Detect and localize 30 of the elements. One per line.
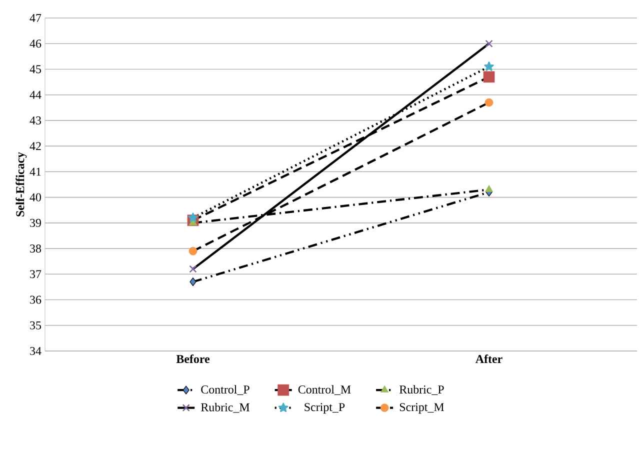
y-tick-label: 40	[30, 193, 42, 202]
legend-label: Rubric_P	[399, 385, 444, 395]
y-axis-title: Self-Efficacy	[16, 152, 27, 216]
point	[484, 98, 494, 107]
legend-label: Script_P	[304, 403, 345, 414]
y-tick-label: 45	[30, 65, 42, 74]
point	[189, 265, 197, 273]
point	[483, 71, 495, 83]
x-tick-label: After	[476, 354, 502, 364]
legend-label: Control_P	[201, 385, 250, 395]
x-tick-label: Before	[176, 354, 210, 364]
point	[484, 62, 494, 71]
y-tick-label: 38	[30, 244, 42, 253]
legend-label: Control_M	[298, 385, 351, 395]
y-tick-label: 43	[30, 116, 42, 124]
y-tick-label: 35	[30, 321, 42, 330]
y-tick-label: 37	[30, 270, 42, 278]
y-tick-label: 44	[30, 90, 42, 99]
y-tick-label: 36	[30, 296, 42, 304]
y-tick-label: 47	[30, 14, 42, 22]
y-tick-label: 42	[30, 142, 41, 150]
y-tick-label: 39	[30, 218, 41, 227]
legend-label: Rubric_M	[201, 402, 250, 413]
y-tick-label: 41	[30, 168, 41, 176]
point	[485, 40, 493, 48]
y-tick-label: 46	[30, 40, 42, 48]
point	[190, 278, 196, 286]
legend-label: Script_M	[400, 403, 444, 414]
y-tick-label: 34	[30, 346, 42, 356]
point	[188, 246, 198, 256]
